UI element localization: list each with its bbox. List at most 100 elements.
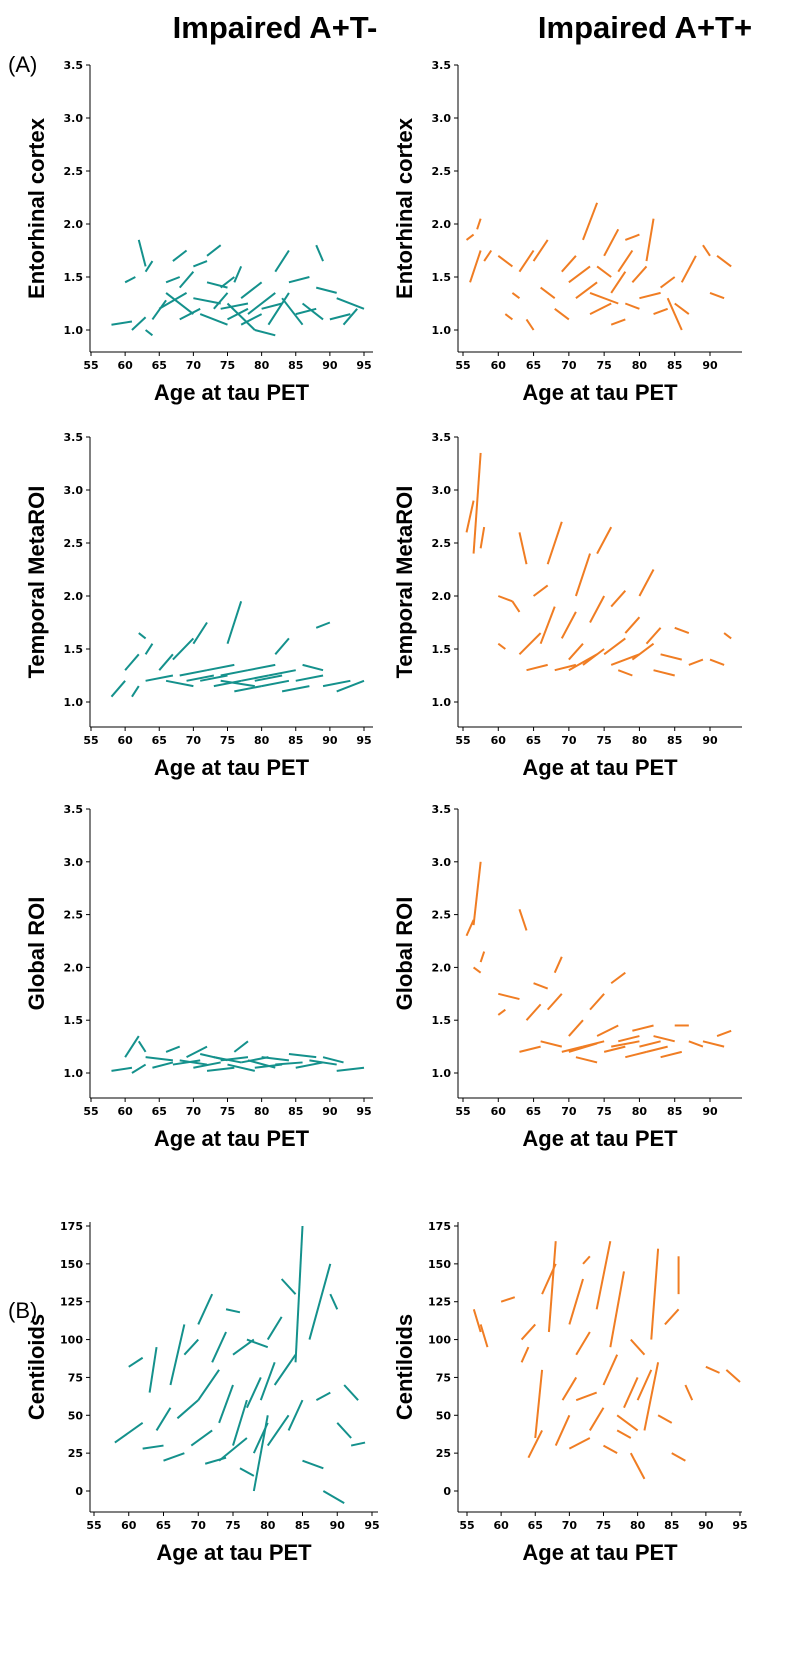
trajectory-segment <box>465 919 475 937</box>
x-tick-label: 75 <box>596 734 611 747</box>
trajectory-segment <box>172 637 195 661</box>
trajectory-segment <box>193 297 221 305</box>
trajectory-segment <box>511 600 521 613</box>
x-tick-label: 65 <box>528 1519 543 1532</box>
x-tick-label: 60 <box>117 1105 133 1118</box>
trajectory-segment <box>588 1407 605 1431</box>
trajectory-segment <box>525 318 535 331</box>
trajectory-segment <box>532 584 549 597</box>
y-tick-label: 50 <box>436 1409 452 1422</box>
x-tick-label: 55 <box>86 1519 101 1532</box>
trajectory-segment <box>568 1019 584 1037</box>
trajectory-segment <box>247 1059 276 1069</box>
x-tick-label: 75 <box>596 1105 611 1118</box>
trajectory-group <box>465 861 732 1064</box>
trajectory-segment <box>575 1056 598 1064</box>
x-tick-label: 60 <box>117 359 133 372</box>
trajectory-segment <box>561 1045 584 1053</box>
trajectory-segment <box>295 1061 324 1069</box>
trajectory-segment <box>111 320 133 326</box>
trajectory-segment <box>660 653 683 661</box>
trajectory-segment <box>688 1040 704 1048</box>
trajectory-segment <box>589 291 619 305</box>
trajectory-segment <box>145 674 174 682</box>
y-tick-label: 1.5 <box>64 271 84 284</box>
x-tick-label: 95 <box>356 1105 371 1118</box>
trajectory-segment <box>268 669 296 677</box>
trajectory-segment <box>554 663 577 672</box>
trajectory-segment <box>546 993 563 1011</box>
trajectory-segment <box>568 643 584 661</box>
trajectory-segment <box>193 260 208 268</box>
y-axis-label: Entorhinal cortex <box>392 117 417 299</box>
trajectory-segment <box>610 318 626 326</box>
y-tick-label: 0 <box>75 1485 83 1498</box>
trajectory-segment <box>716 1029 732 1037</box>
trajectory-segment <box>636 1369 653 1401</box>
trajectory-segment <box>725 1369 741 1383</box>
trajectory-segment <box>342 308 358 326</box>
trajectory-segment <box>568 1437 591 1450</box>
x-tick-label: 90 <box>322 734 338 747</box>
trajectory-segment <box>525 1003 542 1021</box>
x-axis-label: Age at tau PET <box>156 1540 312 1565</box>
trajectory-segment <box>610 653 640 666</box>
trajectory-segment <box>259 1361 276 1401</box>
trajectory-segment <box>288 276 310 284</box>
trajectory-segment <box>596 1024 619 1037</box>
trajectory-segment <box>131 1063 147 1074</box>
y-tick-label: 1.0 <box>432 696 452 709</box>
x-tick-label: 70 <box>191 1519 207 1532</box>
trajectory-segment <box>273 1354 297 1386</box>
trajectory-segment <box>131 316 147 331</box>
trajectory-segment <box>589 993 605 1011</box>
chart-panel: 1.0 1.5 2.0 2.5 3.0 3.5 55 60 65 70 75 80 85 90 95 Age … <box>24 59 373 405</box>
x-tick-label: 90 <box>702 359 718 372</box>
trajectory-segment <box>603 1045 626 1053</box>
x-tick-label: 65 <box>156 1519 171 1532</box>
trajectory-segment <box>554 1414 571 1446</box>
trajectory-segment <box>179 1059 208 1066</box>
trajectory-segment <box>483 249 493 262</box>
trajectory-segment <box>343 1384 359 1401</box>
trajectory-segment <box>575 1391 598 1402</box>
trajectory-segment <box>504 313 514 321</box>
trajectory-segment <box>568 265 591 284</box>
trajectory-segment <box>625 1050 647 1059</box>
trajectory-segment <box>582 1255 591 1265</box>
trajectory-segment <box>336 1422 352 1439</box>
trajectory-segment <box>610 271 627 294</box>
trajectory-segment <box>274 249 290 273</box>
trajectory-segment <box>165 679 194 688</box>
trajectory-segment <box>527 1429 543 1459</box>
trajectory-segment <box>232 1399 248 1446</box>
trajectory-segment <box>266 1316 283 1341</box>
trajectory-segment <box>165 1045 181 1053</box>
trajectory-segment <box>301 302 324 321</box>
trajectory-segment <box>225 1308 241 1314</box>
trajectory-segment <box>350 1441 366 1447</box>
panel-label-b: (B) <box>8 1298 37 1323</box>
trajectory-segment <box>630 1338 646 1356</box>
trajectory-segment <box>561 255 577 273</box>
trajectory-segment <box>245 1377 262 1409</box>
x-tick-label: 60 <box>121 1519 137 1532</box>
trajectory-segment <box>190 1429 213 1447</box>
chart-panel: 0 25 50 75 100 125 150 175 55 60 65 70 75 80 85 90 95 Age… <box>24 1220 380 1565</box>
trajectory-segment <box>239 1467 255 1477</box>
trajectory-segment <box>176 1399 199 1420</box>
x-tick-label: 65 <box>152 734 167 747</box>
x-tick-label: 65 <box>526 734 541 747</box>
chart-panel: 0 25 50 75 100 125 150 175 55 60 65 70 75 80 85 90 95 Age… <box>392 1220 748 1565</box>
y-tick-label: 3.0 <box>64 112 84 125</box>
trajectory-segment <box>213 292 229 310</box>
trajectory-segment <box>322 1056 344 1064</box>
x-tick-label: 55 <box>455 359 470 372</box>
trajectory-segment <box>232 1338 255 1356</box>
trajectory-segment <box>254 674 283 682</box>
trajectory-segment <box>553 956 563 974</box>
x-tick-label: 75 <box>596 1519 611 1532</box>
trajectory-group <box>465 452 732 677</box>
trajectory-segment <box>261 1056 290 1062</box>
trajectory-segment <box>124 653 140 671</box>
